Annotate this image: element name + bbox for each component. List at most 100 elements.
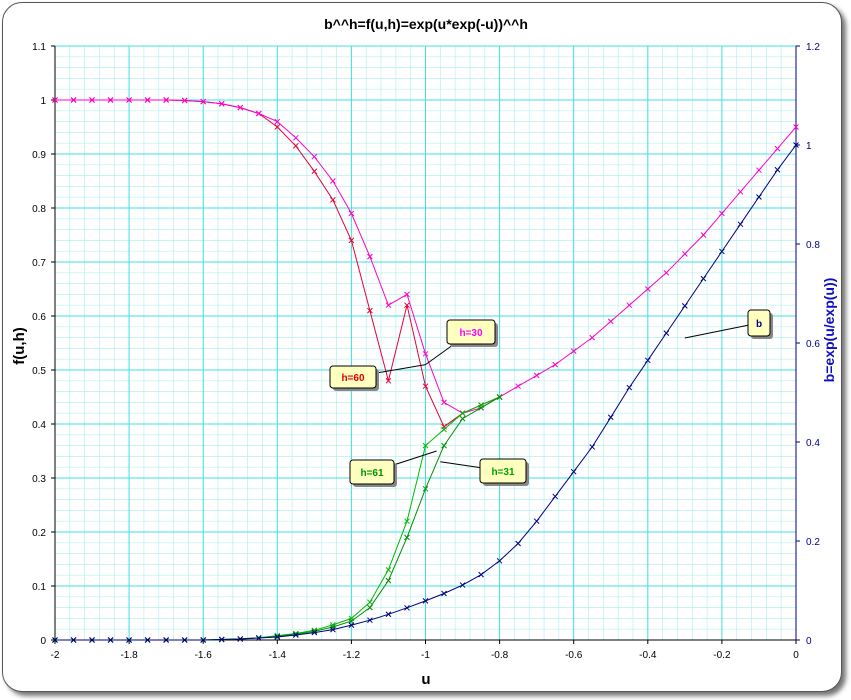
data-point bbox=[533, 372, 540, 379]
data-point bbox=[441, 590, 447, 597]
y2-tick-label: 0.4 bbox=[806, 438, 820, 449]
y2-tick-label: 1 bbox=[806, 141, 812, 152]
data-point bbox=[441, 399, 447, 406]
data-point bbox=[52, 637, 58, 643]
data-point bbox=[589, 444, 596, 450]
data-point bbox=[311, 168, 318, 175]
callout-h-60: h=60 bbox=[329, 364, 426, 391]
callout-h-61: h=61 bbox=[349, 450, 437, 487]
data-point bbox=[89, 637, 95, 643]
callout-h-31: h=31 bbox=[440, 458, 529, 486]
y2-axis-title: b=exp(u/exp(u)) bbox=[821, 278, 837, 383]
data-point bbox=[533, 518, 540, 525]
series-layer bbox=[52, 97, 799, 643]
data-point bbox=[793, 142, 799, 148]
data-point bbox=[292, 632, 299, 638]
data-point bbox=[719, 210, 725, 217]
callout-pointer bbox=[684, 322, 760, 339]
data-point bbox=[144, 637, 151, 643]
data-point bbox=[774, 145, 781, 152]
major-grid bbox=[54, 45, 797, 641]
data-point bbox=[367, 617, 373, 624]
y-tick-label: 1 bbox=[40, 96, 46, 107]
callout-label: h=30 bbox=[459, 328, 483, 339]
y-tick-label: 0.1 bbox=[32, 582, 46, 593]
data-point bbox=[274, 124, 281, 130]
data-point bbox=[181, 637, 188, 643]
x-axis-ticks: -2 -1.8 -1.6 -1.4 -1.2 -1 -0.8 -0.6 -0.4 -0.2 0 bbox=[51, 640, 799, 661]
data-point bbox=[255, 110, 262, 117]
data-point bbox=[737, 188, 744, 195]
data-point bbox=[348, 618, 355, 624]
data-point bbox=[644, 286, 651, 292]
data-point bbox=[422, 442, 429, 449]
data-point bbox=[367, 253, 373, 260]
data-point bbox=[478, 571, 484, 578]
data-point bbox=[385, 377, 392, 384]
data-point bbox=[496, 557, 503, 564]
chart-title: b^^h=f(u,h)=exp(u*exp(-u))^^h bbox=[324, 16, 528, 32]
data-point bbox=[348, 237, 355, 244]
data-point bbox=[385, 302, 392, 309]
data-point bbox=[237, 636, 244, 642]
data-point bbox=[459, 410, 466, 417]
data-point bbox=[163, 637, 170, 643]
data-point bbox=[607, 318, 614, 325]
data-point bbox=[756, 194, 762, 200]
data-point bbox=[496, 394, 503, 400]
series-b bbox=[52, 142, 799, 643]
y-tick-label: 0.6 bbox=[32, 312, 46, 323]
data-point bbox=[404, 534, 410, 541]
data-point bbox=[330, 178, 336, 184]
data-point bbox=[107, 97, 114, 103]
data-point bbox=[255, 635, 262, 641]
data-point bbox=[626, 302, 633, 309]
callout-layer: h=30 h=60 h=61 h=31 b bbox=[329, 309, 773, 487]
y-tick-label: 0.2 bbox=[32, 528, 46, 539]
x-tick-label: -1.2 bbox=[343, 650, 361, 661]
data-point bbox=[181, 97, 188, 104]
data-point bbox=[330, 197, 336, 203]
x-tick-label: -0.8 bbox=[491, 650, 509, 661]
x-tick-label: -1.8 bbox=[120, 650, 138, 661]
y-tick-label: 0.5 bbox=[32, 366, 46, 377]
data-point bbox=[719, 248, 725, 255]
data-point bbox=[422, 383, 429, 390]
data-point bbox=[274, 633, 281, 640]
data-point bbox=[793, 124, 799, 130]
y-tick-label: 0.9 bbox=[32, 150, 46, 161]
data-point bbox=[459, 582, 466, 588]
data-point bbox=[700, 232, 707, 238]
y2-axis-ticks: 0 0.2 0.4 0.6 0.8 1 1.2 bbox=[796, 42, 820, 647]
data-point bbox=[552, 493, 559, 500]
data-point bbox=[459, 415, 466, 422]
data-point bbox=[663, 269, 670, 276]
data-point bbox=[385, 577, 392, 584]
data-point bbox=[404, 291, 410, 298]
x-tick-label: 0 bbox=[793, 650, 799, 661]
y-tick-label: 0.4 bbox=[32, 420, 46, 431]
data-point bbox=[441, 426, 447, 433]
data-point bbox=[774, 166, 781, 173]
data-point bbox=[70, 637, 77, 643]
data-point bbox=[218, 100, 225, 107]
data-point bbox=[200, 98, 207, 105]
data-point bbox=[311, 629, 318, 636]
data-point bbox=[218, 636, 225, 643]
x-tick-label: -0.4 bbox=[639, 650, 657, 661]
data-point bbox=[626, 384, 633, 391]
y-tick-label: 0.8 bbox=[32, 204, 46, 215]
callout-box bbox=[329, 365, 377, 389]
data-point bbox=[89, 97, 95, 103]
data-point bbox=[292, 631, 299, 637]
data-point bbox=[681, 251, 688, 257]
data-point bbox=[52, 97, 58, 103]
callout-b: b bbox=[684, 309, 773, 339]
callout-box bbox=[446, 319, 496, 345]
data-point bbox=[756, 167, 762, 174]
data-point bbox=[292, 134, 299, 141]
x-axis-title: u bbox=[421, 671, 430, 688]
data-point bbox=[163, 97, 170, 103]
data-point bbox=[348, 210, 355, 217]
